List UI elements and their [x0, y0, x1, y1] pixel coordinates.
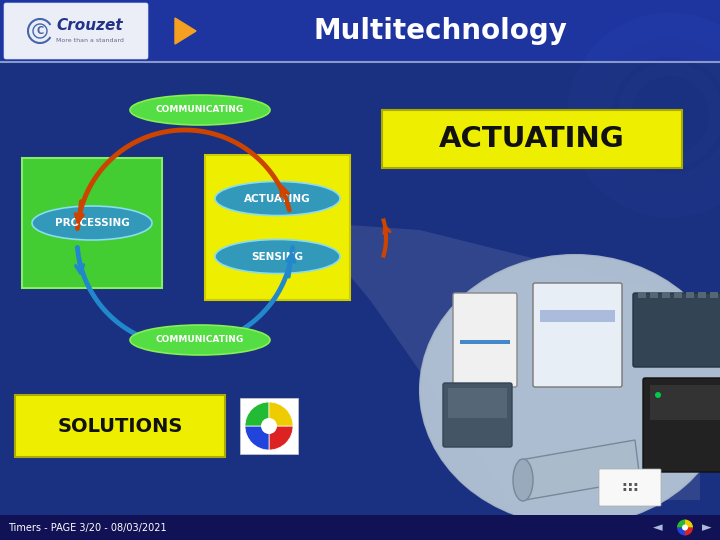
Text: C: C [37, 26, 44, 36]
Bar [650, 385, 720, 420]
Bar [686, 292, 694, 298]
Wedge shape [685, 519, 693, 528]
Wedge shape [245, 426, 269, 450]
Bar [240, 398, 298, 454]
Wedge shape [677, 519, 685, 528]
Circle shape [682, 524, 688, 530]
Ellipse shape [215, 240, 340, 273]
Bar [382, 110, 682, 168]
Polygon shape [520, 440, 640, 500]
Ellipse shape [130, 325, 270, 355]
Text: Crouzet: Crouzet [57, 18, 123, 33]
Bar [662, 292, 670, 298]
Bar [540, 310, 615, 322]
Wedge shape [677, 528, 685, 536]
Bar [205, 155, 350, 300]
Text: ►: ► [702, 521, 712, 534]
Bar [0, 0, 720, 62]
FancyBboxPatch shape [443, 383, 512, 447]
FancyBboxPatch shape [453, 293, 517, 387]
Polygon shape [305, 222, 700, 500]
Wedge shape [245, 402, 269, 426]
Bar [698, 292, 706, 298]
Text: Multitechnology: Multitechnology [313, 17, 567, 45]
Text: ▪ ▪ ▪
▪ ▪ ▪: ▪ ▪ ▪ ▪ ▪ ▪ [623, 482, 637, 492]
Text: ACTUATING: ACTUATING [244, 193, 311, 204]
Ellipse shape [420, 255, 720, 525]
Bar [0, 62, 720, 540]
FancyBboxPatch shape [533, 283, 622, 387]
Text: ACTUATING: ACTUATING [439, 125, 625, 153]
Bar [22, 158, 162, 288]
Bar [460, 340, 510, 344]
Ellipse shape [32, 206, 152, 240]
Text: SENSING: SENSING [251, 252, 304, 261]
Text: ◄: ◄ [653, 521, 663, 534]
Text: COMMUNICATING: COMMUNICATING [156, 335, 244, 345]
Ellipse shape [215, 181, 340, 215]
Text: Timers - PAGE 3/20 - 08/03/2021: Timers - PAGE 3/20 - 08/03/2021 [8, 523, 166, 532]
Wedge shape [269, 426, 293, 450]
FancyBboxPatch shape [4, 3, 148, 59]
Bar [0, 515, 720, 540]
Circle shape [655, 392, 661, 398]
Bar [650, 292, 658, 298]
Polygon shape [175, 18, 196, 44]
Text: COMMUNICATING: COMMUNICATING [156, 105, 244, 114]
Bar [15, 395, 225, 457]
Bar [638, 292, 646, 298]
Bar [710, 292, 718, 298]
Text: SOLUTIONS: SOLUTIONS [58, 417, 183, 436]
FancyBboxPatch shape [599, 469, 661, 506]
Circle shape [261, 418, 277, 434]
Text: PROCESSING: PROCESSING [55, 218, 130, 228]
FancyBboxPatch shape [633, 293, 720, 367]
Wedge shape [269, 402, 293, 426]
Wedge shape [685, 528, 693, 536]
Ellipse shape [130, 95, 270, 125]
Text: More than a standard: More than a standard [56, 37, 124, 43]
Ellipse shape [513, 459, 533, 501]
FancyBboxPatch shape [643, 378, 720, 472]
Bar [448, 388, 507, 418]
Bar [674, 292, 682, 298]
